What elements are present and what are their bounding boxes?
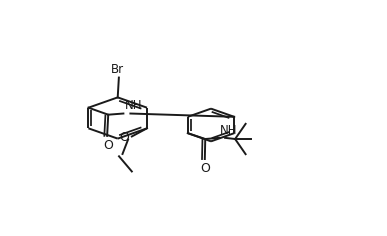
Text: O: O (120, 131, 130, 144)
Text: NH: NH (125, 99, 142, 112)
Text: NH: NH (220, 124, 238, 137)
Text: Br: Br (111, 63, 124, 76)
Text: O: O (200, 162, 211, 175)
Text: O: O (103, 139, 113, 152)
